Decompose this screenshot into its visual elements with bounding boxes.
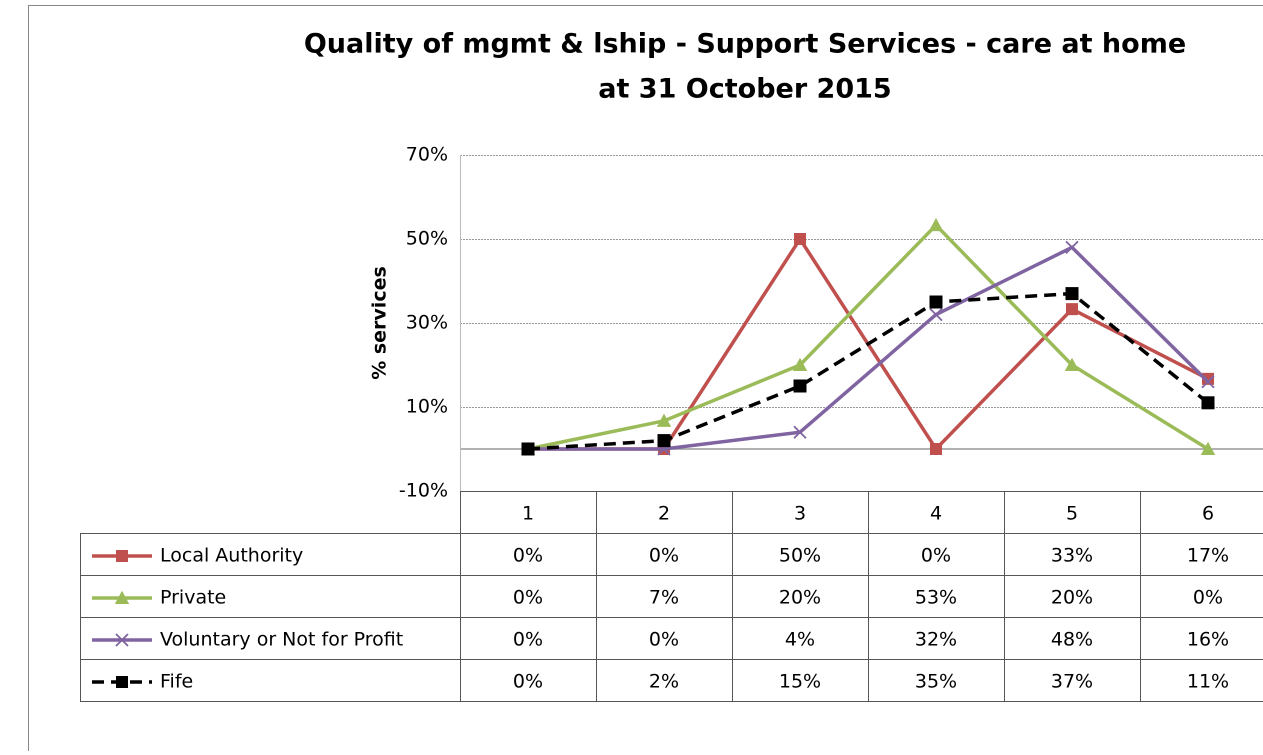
legend-label: Fife	[160, 671, 193, 693]
legend-label: Private	[160, 587, 226, 609]
table-cell: 17%	[1187, 545, 1229, 567]
x-tick-label: 3	[794, 503, 806, 525]
marker	[1066, 287, 1079, 300]
table-cell: 0%	[513, 587, 543, 609]
x-tick-label: 6	[1202, 503, 1214, 525]
table-cell: 48%	[1051, 629, 1093, 651]
table-cell: 16%	[1187, 629, 1229, 651]
x-tick-label: 1	[522, 503, 534, 525]
marker	[1066, 303, 1078, 315]
table-cell: 4%	[785, 629, 815, 651]
legend-marker	[116, 676, 128, 688]
chart-subtitle: at 31 October 2015	[598, 74, 891, 105]
marker	[1202, 396, 1215, 409]
x-tick-label: 4	[930, 503, 942, 525]
table-cell: 20%	[779, 587, 821, 609]
legend-marker	[116, 550, 128, 562]
y-tick-label: -10%	[399, 480, 448, 502]
marker	[794, 380, 807, 393]
table-cell: 37%	[1051, 671, 1093, 693]
table-cell: 0%	[649, 545, 679, 567]
x-tick-label: 5	[1066, 503, 1078, 525]
table-cell: 2%	[649, 671, 679, 693]
table-cell: 53%	[915, 587, 957, 609]
y-tick-label: 50%	[406, 228, 448, 250]
table-cell: 0%	[921, 545, 951, 567]
chart-title: Quality of mgmt & lship - Support Servic…	[304, 29, 1186, 60]
table-cell: 15%	[779, 671, 821, 693]
legend-label: Voluntary or Not for Profit	[160, 629, 403, 651]
marker	[658, 434, 671, 447]
table-cell: 0%	[1193, 587, 1223, 609]
marker	[930, 296, 943, 309]
table-cell: 11%	[1187, 671, 1229, 693]
table-cell: 32%	[915, 629, 957, 651]
table-cell: 7%	[649, 587, 679, 609]
table-cell: 0%	[513, 545, 543, 567]
y-axis-label: % services	[369, 266, 391, 380]
table-cell: 0%	[513, 671, 543, 693]
legend-label: Local Authority	[160, 545, 303, 567]
table-cell: 20%	[1051, 587, 1093, 609]
marker	[522, 443, 535, 456]
x-tick-label: 2	[658, 503, 670, 525]
table-cell: 33%	[1051, 545, 1093, 567]
marker	[794, 233, 806, 245]
table-cell: 50%	[779, 545, 821, 567]
y-tick-label: 70%	[406, 144, 448, 166]
y-tick-label: 10%	[406, 396, 448, 418]
y-tick-label: 30%	[406, 312, 448, 334]
table-cell: 0%	[649, 629, 679, 651]
table-cell: 35%	[915, 671, 957, 693]
table-cell: 0%	[513, 629, 543, 651]
marker	[930, 443, 942, 455]
